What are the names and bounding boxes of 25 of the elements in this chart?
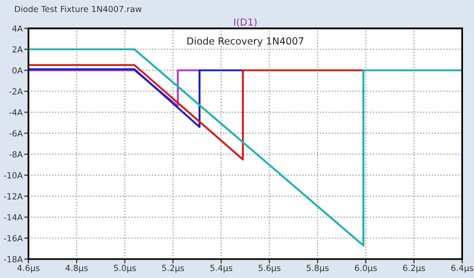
x-tick-label: 6.4µs xyxy=(451,264,474,273)
y-tick-label: -2A xyxy=(9,88,23,94)
x-tick-label: 5.6µs xyxy=(258,264,280,273)
text: Diode Recovery 1N4007 xyxy=(187,37,304,47)
y-tick-label: -6A xyxy=(9,130,23,137)
y-tick-label: 4A xyxy=(12,25,23,32)
y-tick-label: 0A xyxy=(12,67,23,74)
y-tick-label: -16A xyxy=(4,235,23,242)
x-tick-label: 5.0µs xyxy=(114,264,136,273)
x-tick-label: 5.2µs xyxy=(162,264,184,273)
x-tick-label: 5.4µs xyxy=(210,264,232,273)
y-tick-label: -12A xyxy=(4,193,23,200)
y-tick-label: -14A xyxy=(4,214,23,220)
y-tick-label: -18A xyxy=(4,256,23,262)
y-tick-label: -4A xyxy=(9,109,23,116)
chart-title: I(D1) xyxy=(234,18,257,27)
y-tick-label: -10A xyxy=(4,172,23,178)
y-tick-label: -8A xyxy=(9,151,23,158)
x-tick-label: 6.2µs xyxy=(403,264,425,273)
x-tick-label: 4.8µs xyxy=(66,264,88,273)
y-tick-label: 2A xyxy=(12,46,23,52)
x-tick-label: 6.0µs xyxy=(354,264,377,273)
text: Diode Test Fixture 1N4007.raw xyxy=(15,6,142,12)
x-tick-label: 4.6µs xyxy=(17,264,40,273)
x-tick-label: 5.8µs xyxy=(306,264,329,273)
